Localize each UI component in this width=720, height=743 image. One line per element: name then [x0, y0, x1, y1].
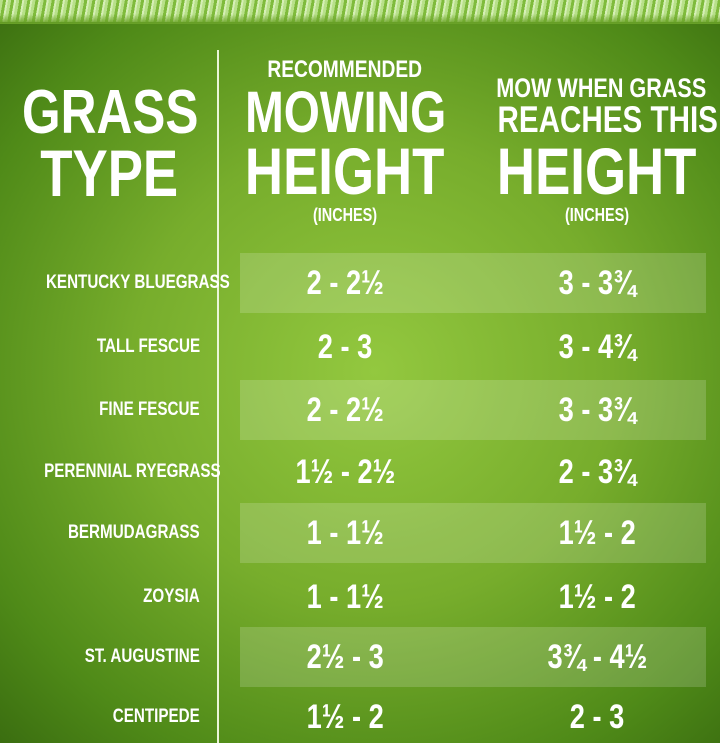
header-height: HEIGHT — [220, 138, 470, 204]
header-type: TYPE — [0, 140, 218, 206]
header-text: HEIGHT — [497, 134, 697, 208]
row-recommended: 2 - 2½ — [220, 392, 470, 428]
header-reaches: REACHES THIS — [470, 101, 720, 139]
header-inches: (INCHES) — [470, 205, 720, 225]
row-mow-when-text: 3 - 3¾ — [558, 264, 636, 302]
row-name: KENTUCKY BLUEGRASS — [0, 272, 230, 294]
row-recommended: 1½ - 2½ — [220, 454, 470, 490]
row-name-text: KENTUCKY BLUEGRASS — [45, 272, 230, 293]
row-recommended: 2½ - 3 — [220, 639, 470, 675]
row-mow-when: 2 - 3 — [470, 699, 720, 735]
row-name-text: FINE FESCUE — [99, 399, 201, 420]
row-mow-when-text: 1½ - 2 — [558, 578, 636, 616]
row-recommended-text: 2½ - 3 — [306, 638, 384, 676]
row-mow-when: 1½ - 2 — [470, 579, 720, 615]
divider — [217, 50, 219, 743]
header-text: GRASS — [22, 78, 199, 147]
row-recommended-text: 2 - 2½ — [306, 391, 384, 429]
row-mow-when: 1½ - 2 — [470, 515, 720, 551]
row-name: TALL FESCUE — [0, 336, 200, 358]
header-text: HEIGHT — [245, 134, 445, 208]
row-recommended-text: 1½ - 2½ — [295, 453, 395, 491]
header-grass: GRASS — [0, 82, 218, 144]
row-name-text: ST. AUGUSTINE — [84, 646, 200, 667]
row-name-text: TALL FESCUE — [96, 336, 200, 357]
row-recommended-text: 1 - 1½ — [306, 578, 384, 616]
row-name-text: BERMUDAGRASS — [68, 522, 200, 543]
header-inches: (INCHES) — [220, 205, 470, 225]
row-mow-when: 3 - 4¾ — [470, 329, 720, 365]
row-mow-when: 3¾ - 4½ — [470, 639, 720, 675]
row-recommended-text: 1½ - 2 — [306, 698, 384, 736]
row-band — [240, 380, 706, 440]
header-height: HEIGHT — [470, 138, 720, 204]
header-text: REACHES THIS — [497, 99, 718, 140]
header-mowing: MOWING — [220, 84, 470, 142]
row-recommended: 1 - 1½ — [220, 579, 470, 615]
grass-fade — [0, 14, 720, 24]
row-name: PERENNIAL RYEGRASS — [0, 461, 221, 483]
row-mow-when-text: 3¾ - 4½ — [547, 638, 647, 676]
header-text: (INCHES) — [565, 205, 629, 225]
header-text: MOWING — [245, 80, 447, 145]
row-band — [240, 503, 706, 563]
row-recommended: 1½ - 2 — [220, 699, 470, 735]
header-text: RECOMMENDED — [267, 56, 423, 83]
row-recommended-text: 2 - 3 — [317, 328, 373, 366]
row-mow-when: 3 - 3¾ — [470, 265, 720, 301]
row-mow-when: 3 - 3¾ — [470, 392, 720, 428]
row-mow-when-text: 1½ - 2 — [558, 514, 636, 552]
header-mow-when: MOW WHEN GRASS — [470, 74, 720, 102]
row-mow-when: 2 - 3¾ — [470, 454, 720, 490]
row-mow-when-text: 3 - 3¾ — [558, 391, 636, 429]
row-name: CENTIPEDE — [0, 706, 200, 728]
row-name: ST. AUGUSTINE — [0, 646, 200, 668]
row-recommended: 1 - 1½ — [220, 515, 470, 551]
row-band — [240, 253, 706, 313]
row-name-text: ZOYSIA — [143, 586, 200, 607]
row-mow-when-text: 3 - 4¾ — [558, 328, 636, 366]
row-name: ZOYSIA — [0, 586, 200, 608]
row-mow-when-text: 2 - 3¾ — [558, 453, 636, 491]
row-mow-when-text: 2 - 3 — [569, 698, 625, 736]
row-name: BERMUDAGRASS — [0, 522, 200, 544]
row-name-text: CENTIPEDE — [113, 706, 200, 727]
header-text: TYPE — [40, 136, 178, 210]
row-recommended: 2 - 2½ — [220, 265, 470, 301]
row-recommended-text: 2 - 2½ — [306, 264, 384, 302]
header-text: MOW WHEN GRASS — [496, 73, 707, 103]
row-name: FINE FESCUE — [0, 399, 201, 421]
row-recommended-text: 1 - 1½ — [306, 514, 384, 552]
header-recommended: RECOMMENDED — [220, 57, 470, 83]
row-name-text: PERENNIAL RYEGRASS — [44, 461, 221, 482]
row-band — [240, 627, 706, 687]
row-recommended: 2 - 3 — [220, 329, 470, 365]
header-text: (INCHES) — [313, 205, 377, 225]
